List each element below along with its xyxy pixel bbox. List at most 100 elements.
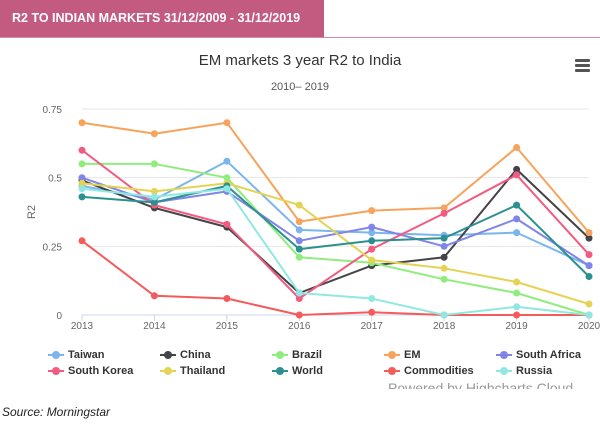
data-point [368,256,376,264]
data-point [295,295,303,302]
data-point [295,311,303,319]
data-point [78,174,86,182]
series-line [81,168,590,294]
banner-title: R2 TO INDIAN MARKETS 31/12/2009 - 31/12/… [12,11,301,25]
y-tick-label: 0.5 [48,174,62,185]
data-point [513,278,521,286]
data-point [78,146,86,154]
data-point [368,237,376,245]
data-point [368,223,376,231]
chart-title: EM markets 3 year R2 to India [198,52,402,69]
data-point [585,300,593,308]
data-point [585,234,593,242]
legend-item[interactable]: South Korea [48,365,133,377]
legend-label: Commodities [404,365,474,377]
legend-symbol [272,366,288,376]
legend-item[interactable]: China [160,349,211,361]
data-point [223,295,231,302]
data-point [223,220,231,228]
data-point [513,311,521,319]
data-point [440,234,448,242]
data-point [295,218,303,226]
data-point [368,207,376,215]
series-line [81,162,590,316]
series-line [81,239,590,316]
legend-symbol [384,366,400,376]
data-point [368,229,376,237]
legend-item[interactable]: World [272,365,323,377]
x-tick-label: 2020 [578,321,600,332]
legend-item[interactable]: EM [384,349,421,361]
data-point [150,193,158,201]
data-point [368,245,376,253]
data-point [585,273,593,280]
data-point [368,295,376,302]
data-point [513,303,521,311]
source-note: Source: Morningstar [2,405,111,419]
x-tick-label: 2018 [433,321,456,332]
legend-label: Russia [516,365,553,377]
data-point [513,201,521,209]
data-point [78,193,86,201]
data-point [223,119,231,127]
line-chart: 0 0.25 0.5 0.75 2013 2014 2015 2016 2017 2018 2019… [26,105,600,332]
series-line [81,149,590,300]
series-line [81,160,590,267]
legend-item[interactable]: Thailand [160,365,225,377]
x-tick-label: 2014 [143,321,166,332]
data-point [513,165,521,173]
data-point [295,237,303,245]
series-line [81,121,590,234]
legend-symbol [496,366,512,376]
series-line [81,182,590,305]
data-point [150,130,158,138]
data-point [513,144,521,151]
data-point [585,311,593,319]
data-point [440,264,448,272]
hamburger-menu-icon[interactable] [575,59,590,72]
data-point [295,245,303,253]
data-point [150,160,158,168]
data-point [440,275,448,283]
data-point [440,253,448,261]
y-tick-label: 0.25 [43,242,63,253]
legend-item[interactable]: Russia [496,365,552,377]
legend-label: EM [404,349,421,361]
data-point [150,198,158,206]
legend-label: Taiwan [68,349,105,361]
highcharts-credits-link[interactable]: Powered by Highcharts Cloud [388,380,574,389]
y-tick-label: 0.75 [43,105,63,116]
legend-label: South Korea [68,365,134,377]
data-point [295,201,303,209]
data-point [223,157,231,165]
data-point [513,289,521,297]
data-point [78,179,86,187]
data-point [585,229,593,237]
data-point [440,209,448,217]
data-point [78,185,86,193]
y-axis-label: R2 [26,205,38,219]
data-point [223,174,231,182]
data-point [150,187,158,195]
x-tick-label: 2019 [505,321,528,332]
series-line [81,184,590,278]
y-tick-label: 0 [56,311,62,322]
legend-label: South Africa [516,349,581,361]
data-point [440,311,448,319]
legend-item[interactable]: Commodities [384,365,474,377]
data-point [368,308,376,316]
legend-symbol [272,350,288,360]
report-banner: R2 TO INDIAN MARKETS 31/12/2009 - 31/12/… [0,0,324,37]
legend-symbol [496,350,512,360]
legend-item[interactable]: South Africa [496,349,581,361]
banner-divider [0,37,600,38]
data-point [440,242,448,250]
data-point [513,171,521,179]
data-point [223,185,231,193]
data-point [150,292,158,300]
data-point [295,253,303,261]
legend-item[interactable]: Taiwan [48,349,104,361]
legend-item[interactable]: Brazil [272,349,322,361]
legend-symbol [160,350,176,360]
data-point [295,226,303,234]
